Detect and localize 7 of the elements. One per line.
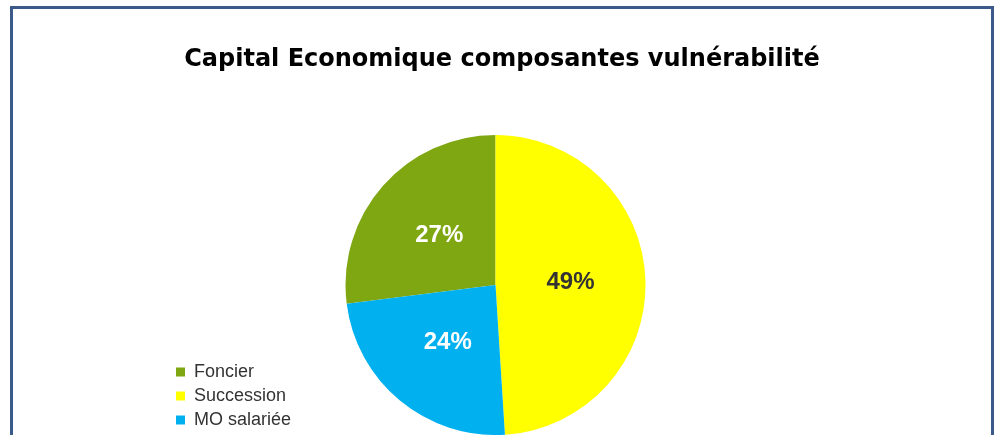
legend-label: MO salariée: [194, 408, 292, 429]
legend-label: Foncier: [194, 360, 255, 381]
data-label: 49%: [546, 267, 595, 295]
chart-title: Capital Economique composantes vulnérabilité: [183, 44, 821, 72]
legend-label: Succession: [194, 384, 287, 405]
data-label: 27%: [415, 220, 464, 248]
data-label: 24%: [423, 327, 472, 355]
